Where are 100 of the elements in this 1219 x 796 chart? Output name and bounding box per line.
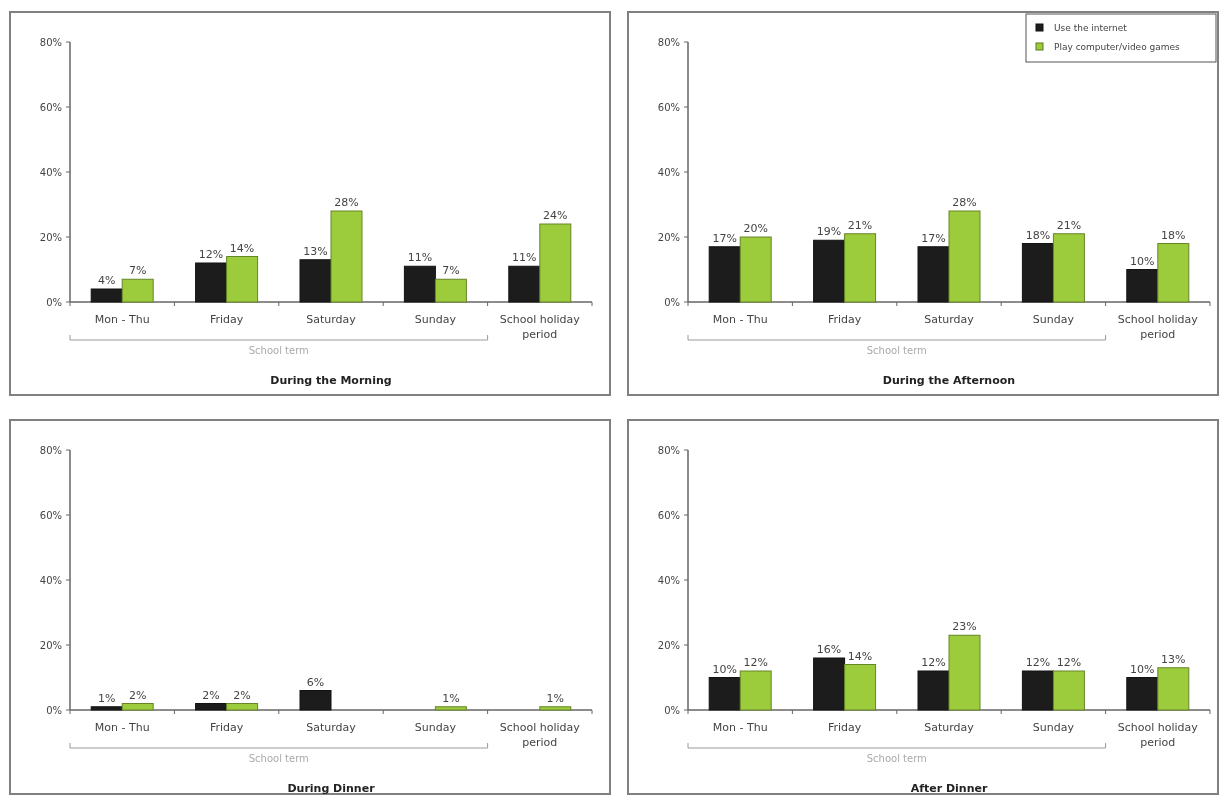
y-tick-label: 80% [39, 445, 62, 456]
bar [1157, 243, 1190, 303]
bar [434, 706, 467, 711]
x-tick-label: School holiday period [1117, 313, 1199, 341]
x-tick-label: Friday [827, 721, 862, 734]
bar [226, 703, 259, 711]
data-label: 1% [546, 691, 565, 705]
bar [948, 634, 981, 711]
x-tick-label: Saturday [924, 721, 975, 734]
data-label: 18% [1025, 228, 1051, 242]
data-label: 14% [847, 649, 873, 663]
x-tick-label: Sunday [1032, 721, 1075, 734]
data-label: 19% [816, 225, 842, 239]
y-tick-label: 0% [46, 297, 62, 308]
bar [813, 657, 846, 711]
x-tick-label: Sunday [1032, 313, 1075, 326]
bar [299, 690, 332, 711]
bar [844, 233, 877, 303]
y-tick-label: 80% [657, 445, 680, 456]
y-tick-label: 20% [39, 640, 62, 651]
text: During Dinner [287, 782, 376, 795]
bar [917, 670, 950, 711]
y-tick-label: 0% [664, 705, 680, 716]
data-label: 2% [128, 688, 147, 702]
y-tick-label: 20% [39, 232, 62, 243]
y-tick-label: 60% [657, 510, 680, 521]
data-label: 6% [306, 675, 325, 689]
data-label: 12% [921, 656, 946, 669]
bar [739, 236, 772, 303]
y-tick-label: 20% [657, 640, 680, 651]
data-label: 12% [198, 248, 224, 261]
y-tick-label: 60% [657, 102, 680, 113]
data-label: 18% [1161, 228, 1186, 242]
y-tick-label: 40% [657, 575, 680, 586]
x-tick-label: Friday [209, 313, 244, 326]
x-tick-label: School holiday period [499, 721, 581, 749]
x-tick-label: Mon - Thu [712, 721, 768, 734]
x-tick-label: Mon - Thu [94, 721, 150, 734]
bar [508, 265, 541, 303]
text: School term [248, 345, 309, 356]
y-tick-label: 40% [657, 167, 680, 178]
x-tick-label: Saturday [306, 313, 357, 326]
y-tick-label: 40% [39, 575, 62, 586]
bar [1021, 243, 1054, 303]
bar [90, 706, 123, 711]
data-label: 1% [97, 691, 116, 705]
bar [539, 223, 572, 303]
bar [121, 278, 154, 303]
data-label: 7% [128, 264, 147, 278]
data-label: 2% [202, 688, 220, 702]
data-label: 12% [1056, 656, 1082, 669]
data-label: 23% [952, 620, 977, 634]
bar [90, 288, 123, 303]
y-tick-label: 60% [39, 510, 62, 521]
bar [121, 703, 154, 711]
bar [539, 706, 572, 711]
bar [330, 210, 363, 303]
data-label: 11% [407, 251, 433, 265]
x-tick-label: Friday [209, 721, 244, 734]
bar [1052, 233, 1085, 303]
bar [299, 259, 332, 303]
bar [403, 265, 436, 303]
text: After Dinner [910, 782, 988, 795]
data-label: 12% [1025, 656, 1051, 669]
y-tick-label: 40% [39, 167, 62, 178]
data-label: 12% [743, 656, 768, 669]
bar [195, 262, 228, 303]
text: School term [866, 753, 927, 764]
x-tick-label: School holiday period [1117, 721, 1199, 749]
data-label: 2% [233, 688, 251, 702]
bar [708, 246, 741, 303]
data-label: 17% [921, 231, 946, 245]
data-label: 20% [743, 222, 768, 235]
bar [948, 210, 981, 303]
bar [813, 239, 846, 303]
bar [1157, 667, 1190, 711]
bar [1052, 670, 1085, 711]
data-label: 24% [543, 209, 568, 222]
y-tick-label: 80% [39, 37, 62, 48]
data-label: 4% [97, 274, 116, 287]
x-tick-label: School holiday period [499, 313, 581, 341]
y-tick-label: 0% [664, 297, 680, 308]
text: School term [248, 753, 309, 764]
x-tick-label: Saturday [924, 313, 975, 326]
bar [1021, 670, 1054, 711]
x-tick-label: Saturday [306, 721, 357, 734]
text: During the Morning [270, 374, 392, 387]
x-tick-label: Mon - Thu [712, 313, 768, 326]
x-tick-label: Sunday [414, 313, 457, 326]
data-label: 21% [847, 218, 873, 232]
text: School term [866, 345, 927, 356]
bar [1126, 677, 1159, 711]
data-label: 17% [712, 231, 737, 245]
bar [739, 670, 772, 711]
x-tick-label: Friday [827, 313, 862, 326]
data-label: 28% [952, 196, 977, 209]
y-tick-label: 80% [657, 37, 680, 48]
bar [226, 256, 259, 303]
bar [1126, 269, 1159, 303]
bar [844, 664, 877, 711]
